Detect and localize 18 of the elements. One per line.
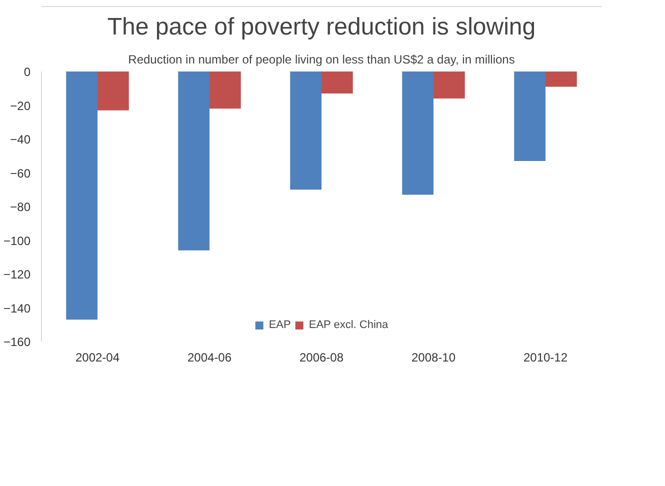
y-tick-label: −140 [3, 301, 31, 316]
x-tick-label: 2002-04 [75, 350, 120, 364]
chart-subtitle: Reduction in number of people living on less than US$2 a day, in millions [128, 52, 515, 66]
y-tick-label: −120 [3, 268, 31, 282]
y-tick-label: −40 [10, 132, 31, 146]
legend-label: EAP excl. China [308, 319, 388, 331]
y-tick-label: −80 [10, 200, 31, 214]
y-tick-label: 0 [24, 65, 31, 79]
x-tick-label: 2006-08 [299, 350, 344, 364]
y-tick-label: −20 [10, 98, 31, 113]
y-tick-label: −160 [3, 335, 31, 349]
y-tick-label: −100 [3, 234, 31, 248]
x-tick-label: 2004-06 [187, 350, 232, 364]
y-tick-label: −60 [10, 166, 31, 180]
x-tick-label: 2010-12 [523, 350, 568, 364]
chart-title: The pace of poverty reduction is slowing [107, 14, 536, 40]
legend-label: EAP [268, 319, 291, 331]
x-tick-label: 2008-10 [411, 350, 456, 364]
